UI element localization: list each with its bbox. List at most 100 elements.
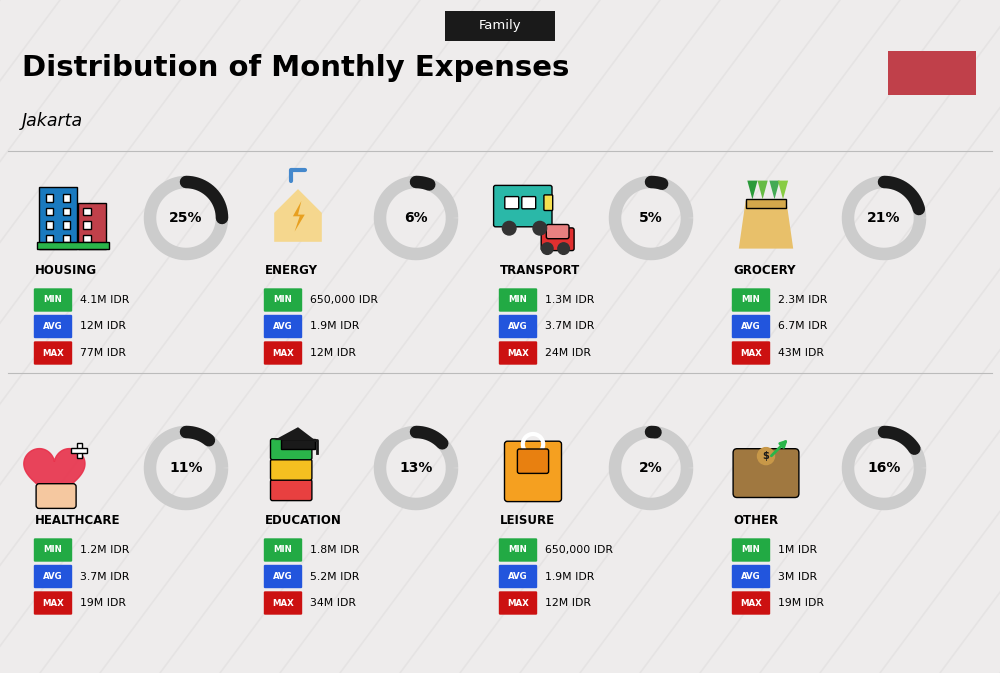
FancyBboxPatch shape [34, 341, 72, 365]
Text: 19M IDR: 19M IDR [778, 598, 824, 608]
Text: 650,000 IDR: 650,000 IDR [310, 295, 378, 305]
FancyBboxPatch shape [83, 221, 91, 229]
FancyBboxPatch shape [34, 592, 72, 614]
FancyBboxPatch shape [39, 187, 77, 248]
Text: AVG: AVG [741, 572, 761, 581]
FancyBboxPatch shape [34, 315, 72, 339]
Polygon shape [274, 189, 322, 242]
Polygon shape [274, 427, 315, 440]
Polygon shape [758, 180, 768, 199]
FancyBboxPatch shape [499, 341, 537, 365]
FancyBboxPatch shape [264, 565, 302, 588]
Text: AVG: AVG [273, 322, 293, 331]
Text: 5%: 5% [639, 211, 663, 225]
Text: EDUCATION: EDUCATION [265, 513, 342, 526]
FancyBboxPatch shape [46, 208, 53, 215]
FancyBboxPatch shape [264, 288, 302, 312]
FancyBboxPatch shape [46, 194, 53, 202]
FancyBboxPatch shape [63, 194, 70, 202]
FancyBboxPatch shape [546, 225, 569, 239]
FancyBboxPatch shape [76, 443, 82, 458]
Text: TRANSPORT: TRANSPORT [500, 264, 580, 277]
Text: AVG: AVG [741, 322, 761, 331]
Text: 1.3M IDR: 1.3M IDR [545, 295, 594, 305]
Text: MAX: MAX [272, 349, 294, 357]
Text: OTHER: OTHER [733, 513, 778, 526]
FancyBboxPatch shape [499, 288, 537, 312]
FancyBboxPatch shape [71, 448, 87, 453]
Text: MAX: MAX [42, 349, 64, 357]
FancyBboxPatch shape [499, 315, 537, 339]
FancyBboxPatch shape [281, 439, 315, 450]
Polygon shape [739, 201, 793, 248]
Text: MAX: MAX [507, 598, 529, 608]
Text: Jakarta: Jakarta [22, 112, 83, 130]
Polygon shape [293, 201, 305, 232]
FancyBboxPatch shape [888, 51, 976, 95]
FancyBboxPatch shape [505, 441, 562, 501]
Text: 5.2M IDR: 5.2M IDR [310, 571, 359, 581]
Text: GROCERY: GROCERY [733, 264, 795, 277]
Text: 12M IDR: 12M IDR [310, 348, 356, 358]
FancyBboxPatch shape [63, 221, 70, 229]
FancyBboxPatch shape [270, 459, 312, 481]
Text: MAX: MAX [507, 349, 529, 357]
Text: MAX: MAX [42, 598, 64, 608]
Circle shape [542, 243, 553, 254]
Text: 16%: 16% [867, 461, 901, 475]
Text: 1.8M IDR: 1.8M IDR [310, 545, 359, 555]
Text: MIN: MIN [742, 295, 760, 304]
FancyBboxPatch shape [732, 538, 770, 562]
FancyBboxPatch shape [264, 592, 302, 614]
FancyBboxPatch shape [733, 449, 799, 497]
Text: 1.9M IDR: 1.9M IDR [545, 571, 594, 581]
Circle shape [533, 221, 547, 235]
FancyBboxPatch shape [746, 199, 786, 208]
Text: 6%: 6% [404, 211, 428, 225]
FancyBboxPatch shape [34, 288, 72, 312]
FancyBboxPatch shape [732, 288, 770, 312]
FancyBboxPatch shape [499, 538, 537, 562]
FancyBboxPatch shape [445, 11, 555, 41]
Text: ENERGY: ENERGY [265, 264, 318, 277]
FancyBboxPatch shape [63, 235, 70, 242]
Text: HEALTHCARE: HEALTHCARE [35, 513, 120, 526]
Polygon shape [24, 449, 85, 504]
Text: 4.1M IDR: 4.1M IDR [80, 295, 129, 305]
Circle shape [558, 243, 569, 254]
Polygon shape [769, 180, 780, 199]
FancyBboxPatch shape [46, 221, 53, 229]
FancyBboxPatch shape [732, 565, 770, 588]
FancyBboxPatch shape [517, 449, 549, 473]
Text: AVG: AVG [273, 572, 293, 581]
Text: MIN: MIN [274, 546, 292, 555]
Text: HOUSING: HOUSING [35, 264, 97, 277]
FancyBboxPatch shape [34, 565, 72, 588]
Text: Family: Family [479, 20, 521, 32]
Text: MAX: MAX [272, 598, 294, 608]
Text: MIN: MIN [44, 546, 62, 555]
FancyBboxPatch shape [264, 315, 302, 339]
FancyBboxPatch shape [34, 538, 72, 562]
Polygon shape [778, 180, 788, 199]
Text: MIN: MIN [742, 546, 760, 555]
Text: 1.2M IDR: 1.2M IDR [80, 545, 129, 555]
Text: 13%: 13% [399, 461, 433, 475]
Text: 3M IDR: 3M IDR [778, 571, 817, 581]
Text: MIN: MIN [274, 295, 292, 304]
Text: Distribution of Monthly Expenses: Distribution of Monthly Expenses [22, 54, 569, 82]
Text: AVG: AVG [43, 572, 63, 581]
FancyBboxPatch shape [83, 208, 91, 215]
Text: 3.7M IDR: 3.7M IDR [545, 322, 594, 332]
FancyBboxPatch shape [264, 538, 302, 562]
Text: AVG: AVG [508, 572, 528, 581]
Text: MIN: MIN [509, 546, 527, 555]
Text: 6.7M IDR: 6.7M IDR [778, 322, 827, 332]
Circle shape [502, 221, 516, 235]
Text: MIN: MIN [44, 295, 62, 304]
Text: 77M IDR: 77M IDR [80, 348, 126, 358]
FancyBboxPatch shape [37, 242, 109, 249]
Text: 1M IDR: 1M IDR [778, 545, 817, 555]
Text: 12M IDR: 12M IDR [545, 598, 591, 608]
Text: 21%: 21% [867, 211, 901, 225]
